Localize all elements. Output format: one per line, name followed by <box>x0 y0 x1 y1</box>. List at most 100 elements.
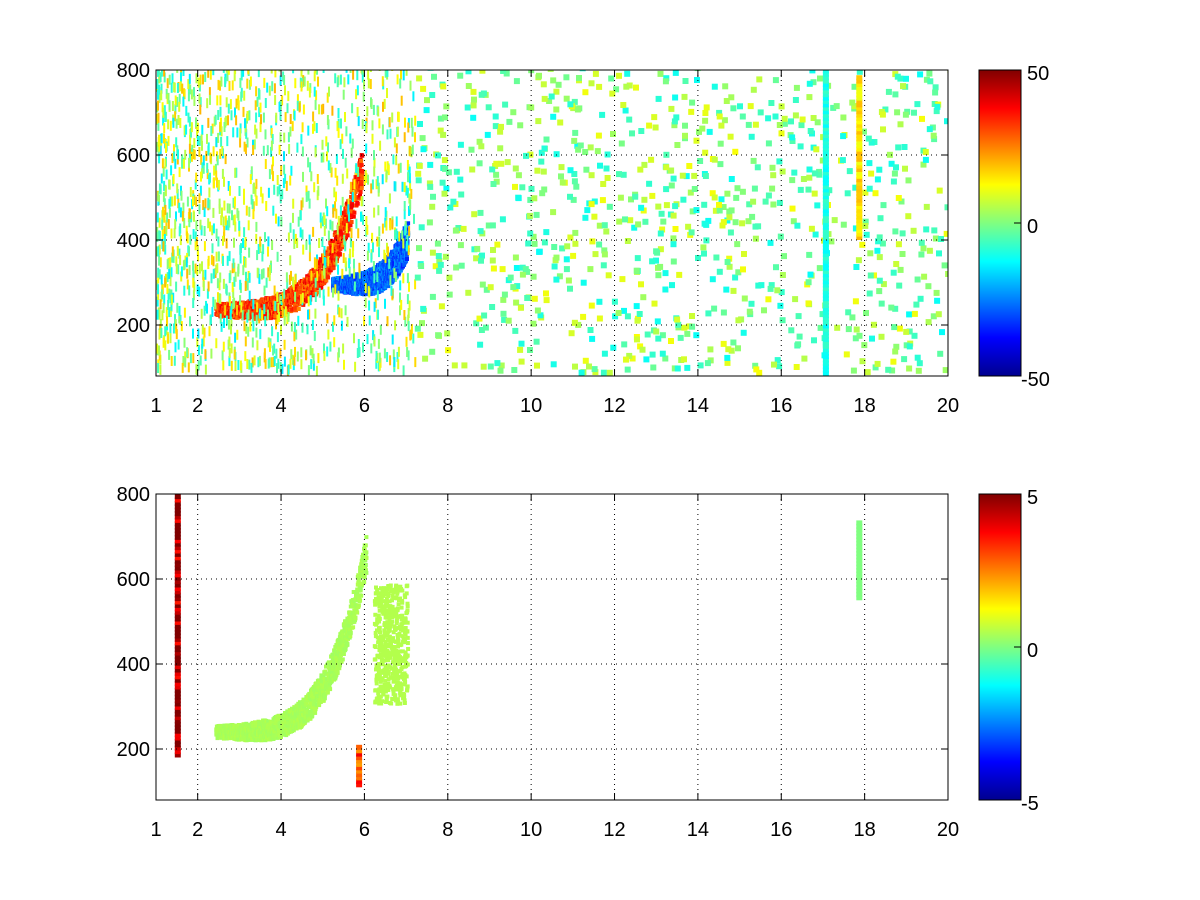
noise-cell <box>284 306 287 317</box>
noise-cell <box>741 295 748 302</box>
ridge-cell <box>312 273 316 278</box>
noise-cell <box>668 167 675 174</box>
ridge-cell <box>406 221 411 226</box>
noise-cell <box>185 124 188 135</box>
noise-cell <box>272 345 275 356</box>
noise-cell <box>720 309 727 316</box>
noise-cell <box>192 290 195 301</box>
noise-cell <box>293 238 296 249</box>
stripe-cell <box>822 170 829 176</box>
noise-cell <box>880 202 887 209</box>
noise-cell <box>281 189 284 200</box>
noise-cell <box>845 326 852 333</box>
noise-cell <box>219 313 222 324</box>
noise-cell <box>517 304 524 311</box>
noise-cell <box>397 359 400 370</box>
noise-cell <box>568 330 575 337</box>
noise-cell <box>228 203 231 214</box>
noise-cell <box>263 304 266 315</box>
noise-cell <box>414 279 417 290</box>
noise-cell <box>610 344 617 351</box>
noise-cell <box>165 219 168 230</box>
noise-cell <box>874 176 881 183</box>
noise-cell <box>166 284 169 294</box>
noise-cell <box>660 218 667 225</box>
noise-cell <box>587 266 594 273</box>
noise-cell <box>262 268 265 279</box>
ridge-cell <box>402 262 407 267</box>
noise-cell <box>212 296 215 307</box>
noise-cell <box>200 171 202 182</box>
noise-cell <box>553 276 560 283</box>
noise-cell <box>229 99 232 110</box>
noise-cell <box>198 286 201 297</box>
noise-cell <box>810 115 817 121</box>
noise-cell <box>195 196 198 207</box>
noise-cell <box>387 246 389 257</box>
noise-cell <box>244 237 247 247</box>
noise-cell <box>166 212 169 223</box>
noise-cell <box>353 268 356 279</box>
noise-cell <box>889 367 896 374</box>
noise-cell <box>851 83 858 90</box>
ridge-cell <box>306 290 311 295</box>
noise-cell <box>206 169 209 180</box>
noise-cell <box>900 83 906 90</box>
noise-cell <box>423 107 430 114</box>
noise-cell <box>705 217 712 224</box>
noise-cell <box>405 240 408 251</box>
noise-cell <box>567 101 574 108</box>
noise-cell <box>527 151 534 158</box>
stripe-cell <box>822 190 829 196</box>
noise-cell <box>643 356 650 363</box>
noise-cell <box>360 211 362 222</box>
noise-cell <box>247 309 250 320</box>
noise-cell <box>157 307 160 318</box>
noise-cell <box>348 266 351 277</box>
noise-cell <box>567 285 573 292</box>
noise-cell <box>297 315 300 326</box>
noise-cell <box>160 70 163 77</box>
noise-cell <box>814 119 821 126</box>
noise-cell <box>583 166 590 173</box>
ridge-cell <box>287 304 292 308</box>
noise-cell <box>302 244 305 255</box>
noise-cell <box>235 115 238 126</box>
noise-cell <box>913 301 920 308</box>
noise-cell <box>271 134 274 144</box>
noise-cell <box>182 70 185 76</box>
noise-cell <box>315 123 318 133</box>
noise-cell <box>636 311 643 317</box>
noise-cell <box>283 309 286 320</box>
noise-cell <box>392 349 395 360</box>
noise-cell <box>416 75 423 82</box>
noise-cell <box>384 252 387 263</box>
noise-cell <box>618 140 625 147</box>
noise-cell <box>162 337 165 348</box>
noise-cell <box>795 341 802 348</box>
noise-cell <box>283 288 286 299</box>
noise-cell <box>243 141 246 152</box>
noise-cell <box>321 237 324 247</box>
noise-cell <box>351 192 354 203</box>
noise-cell <box>269 264 271 275</box>
noise-cell <box>300 81 303 92</box>
noise-cell <box>485 222 492 229</box>
noise-cell <box>420 85 427 92</box>
noise-cell <box>293 355 296 366</box>
noise-cell <box>663 75 670 82</box>
noise-cell <box>399 280 402 291</box>
noise-cell <box>158 134 160 145</box>
noise-cell <box>921 273 928 280</box>
noise-cell <box>276 314 279 325</box>
noise-cell <box>724 259 731 265</box>
noise-cell <box>296 142 299 153</box>
noise-cell <box>354 361 357 372</box>
noise-cell <box>326 92 329 103</box>
noise-cell <box>376 176 379 187</box>
ridge-cell <box>340 245 345 250</box>
noise-cell <box>779 168 786 175</box>
noise-cell <box>220 136 223 147</box>
noise-cell <box>337 108 340 118</box>
noise-cell <box>863 310 869 316</box>
